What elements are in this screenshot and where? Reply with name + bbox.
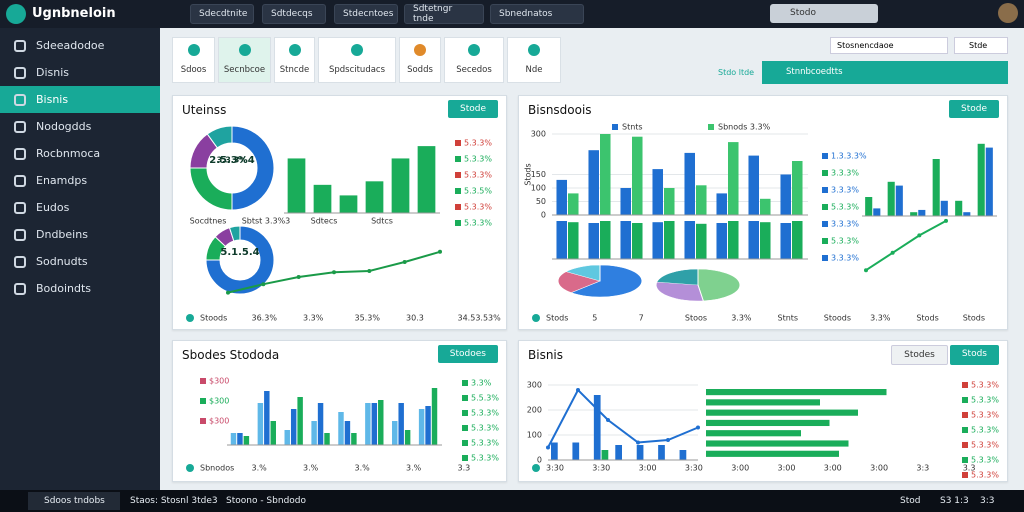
tool-card[interactable]: Sdoos — [172, 37, 215, 83]
tool-icon — [468, 44, 480, 56]
tool-label: Secnbcoe — [223, 65, 266, 75]
nav-label: Enamdps — [36, 174, 88, 187]
nav-icon — [14, 255, 26, 268]
nav-label: Disnis — [36, 66, 70, 79]
tool-label: Sodds — [407, 65, 433, 75]
toolbar: Sdoos Secnbcoe Stncde Spdscitudacs Sodds Sece… — [172, 37, 561, 83]
tool-icon — [528, 44, 540, 56]
panel: Sbodes Stododa Stodoes — [172, 340, 507, 482]
nav-icon — [14, 93, 26, 106]
nav-item[interactable]: Sdeeadodoe — [0, 32, 160, 59]
top-tab[interactable]: Sbnednatos — [490, 4, 584, 24]
logo — [6, 4, 26, 24]
select[interactable]: Stosnencdaoe — [830, 37, 948, 54]
nav-label: Bisnis — [36, 93, 69, 106]
panel-title: Sbodes Stododa — [182, 348, 280, 362]
nav-item[interactable]: Rocbnmoca — [0, 140, 160, 167]
tool-card[interactable]: Stncde — [274, 37, 315, 83]
sidebar: Sdeeadodoe Disnis Bisnis Nodogdds Rocbnmoca E… — [0, 28, 160, 490]
nav-icon — [14, 282, 26, 295]
taskbar: Sdoos tndobs Staos: Stosnl 3tde3 Stoono -… — [0, 490, 1024, 512]
top-tab[interactable]: Sdtetngr tnde — [404, 4, 484, 24]
nav-icon — [14, 174, 26, 187]
nav-item[interactable]: Eudos — [0, 194, 160, 221]
nav-label: Sdeeadodoe — [36, 39, 105, 52]
tray-item: 3:3 — [980, 496, 995, 506]
nav-item[interactable]: Bisnis — [0, 86, 160, 113]
nav-icon — [14, 201, 26, 214]
tool-icon — [414, 44, 426, 56]
tool-card[interactable]: Secnbcoe — [218, 37, 271, 83]
nav-label: Rocbnmoca — [36, 147, 101, 160]
action-bar[interactable]: Stnnbcoedtts — [762, 61, 1008, 84]
tray-item: S3 1:3 — [940, 496, 969, 506]
tool-card[interactable]: Nde — [507, 37, 561, 83]
tool-label: Spdscitudacs — [328, 65, 386, 75]
nav-item[interactable]: Dndbeins — [0, 221, 160, 248]
tool-card[interactable]: Sodds — [399, 37, 441, 83]
top-tab[interactable]: Stdecntoes — [334, 4, 398, 24]
panel: Bisnsdoois Stode — [518, 95, 1008, 330]
tool-label: Secedos — [456, 65, 492, 75]
nav-label: Sodnudts — [36, 255, 88, 268]
link[interactable]: Stdo ltde — [718, 68, 755, 77]
tool-label: Stncde — [279, 65, 310, 75]
nav-item[interactable]: Bodoindts — [0, 275, 160, 302]
task-item[interactable]: Staos: Stosnl 3tde3 — [130, 496, 218, 506]
panel: Bisnis Stodes Stods — [518, 340, 1008, 482]
nav-icon — [14, 228, 26, 241]
nav-item[interactable]: Nodogdds — [0, 113, 160, 140]
tray-item: Stod — [900, 496, 921, 506]
search[interactable]: Stodo — [770, 4, 878, 23]
panel-title: Uteinss — [182, 103, 227, 117]
tool-icon — [351, 44, 363, 56]
nav-icon — [14, 66, 26, 79]
tool-icon — [187, 44, 200, 56]
avatar[interactable] — [998, 3, 1018, 23]
top-bar: Ugnbneloin Stodo Sdecdtnite Sdtdecqs Stdec… — [0, 0, 1024, 28]
panel-buttons: Stodoes — [437, 345, 498, 363]
tool-icon — [288, 44, 301, 56]
nav-label: Nodogdds — [36, 120, 92, 133]
tool-icon — [238, 44, 251, 56]
panel-title: Bisnis — [528, 348, 564, 362]
tool-card[interactable]: Spdscitudacs — [318, 37, 396, 83]
panel-title: Bisnsdoois — [528, 103, 592, 117]
nav-icon — [14, 120, 26, 133]
panel: Uteinss Stode — [172, 95, 507, 330]
chip[interactable]: Stde — [954, 37, 1008, 54]
task-search[interactable]: Sdoos tndobs — [28, 492, 120, 510]
panel-button[interactable]: Stodoes — [437, 345, 498, 363]
top-tab[interactable]: Sdecdtnite — [190, 4, 254, 24]
panel-buttons: Stode — [448, 100, 498, 118]
tool-card[interactable]: Secedos — [444, 37, 504, 83]
app-name: Ugnbneloin — [32, 6, 116, 21]
nav-label: Eudos — [36, 201, 70, 214]
panel-button[interactable]: Stods — [949, 345, 999, 365]
nav-item[interactable]: Disnis — [0, 59, 160, 86]
panel-button[interactable]: Stode — [949, 100, 999, 118]
tool-label: Sdoos — [180, 65, 207, 75]
panel-button[interactable]: Stodes — [891, 345, 948, 365]
nav-item[interactable]: Enamdps — [0, 167, 160, 194]
top-tab[interactable]: Sdtdecqs — [262, 4, 326, 24]
nav-label: Dndbeins — [36, 228, 88, 241]
panel-button[interactable]: Stode — [448, 100, 498, 118]
nav-item[interactable]: Sodnudts — [0, 248, 160, 275]
nav-icon — [14, 147, 26, 160]
tool-label: Nde — [525, 65, 543, 75]
nav-icon — [14, 39, 26, 52]
task-item[interactable]: Stoono - Sbndodo — [226, 496, 307, 506]
nav-label: Bodoindts — [36, 282, 92, 295]
panel-buttons: Stode — [949, 100, 999, 118]
panel-buttons: Stodes Stods — [891, 345, 999, 365]
